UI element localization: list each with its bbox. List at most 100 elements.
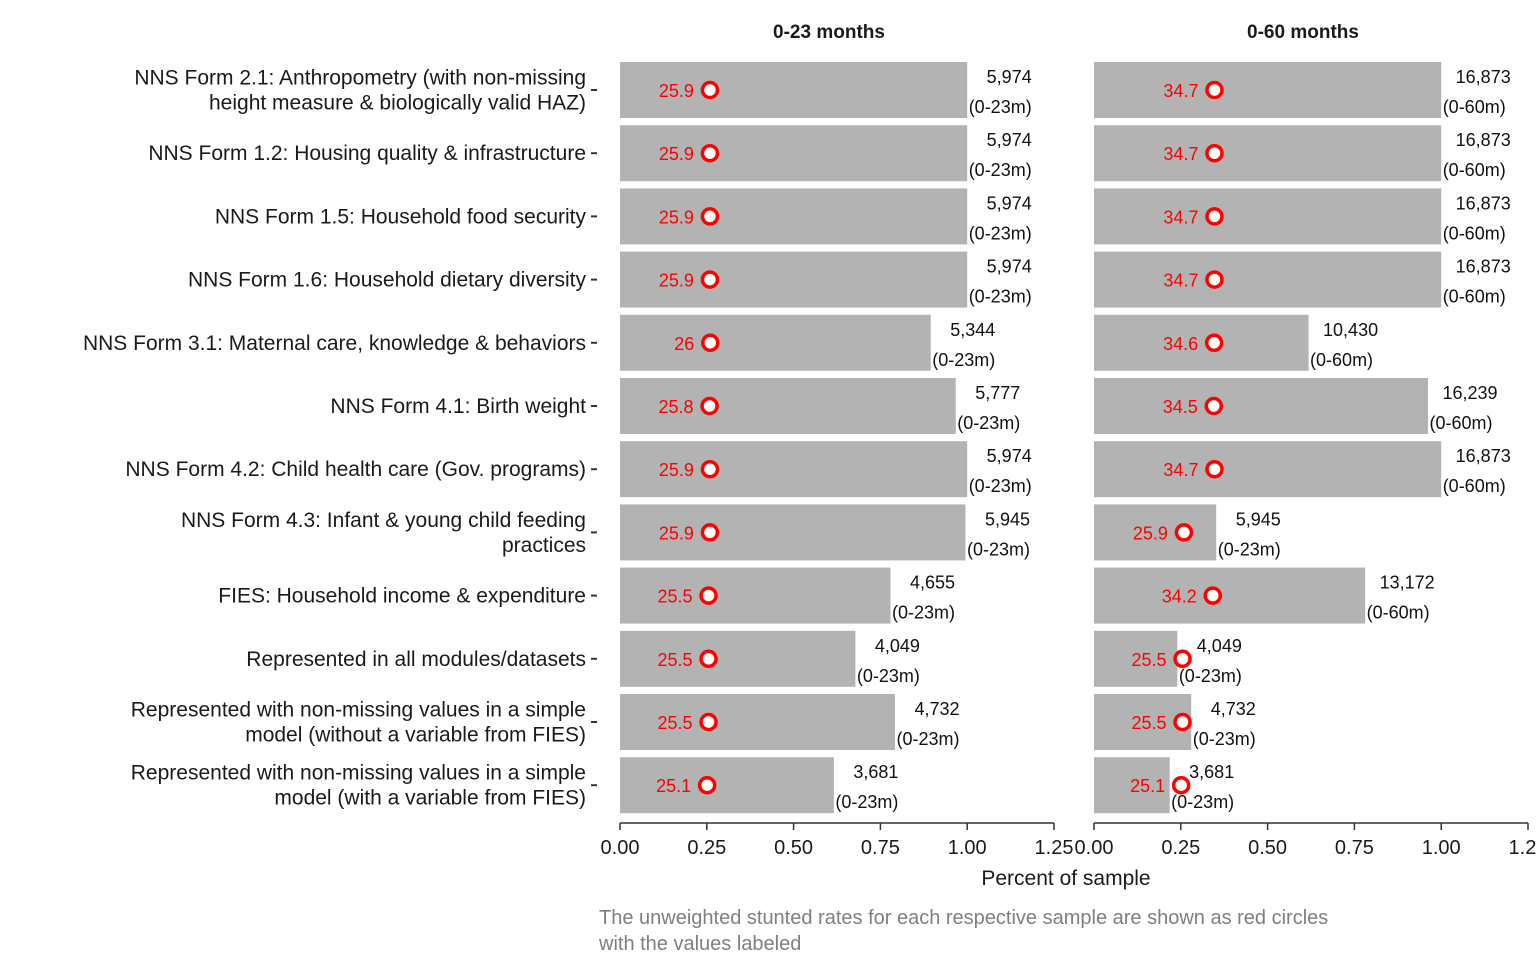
stunted-rate-marker — [700, 396, 719, 416]
bar — [1094, 62, 1442, 118]
stunted-rate-marker — [700, 207, 720, 226]
stunted-rate-marker — [700, 459, 720, 479]
stunted-rate-label: 25.9 — [659, 271, 694, 291]
facet-panel: 5,974 (0-23m) 25.9 5,974 (0-23m) 25.9 5,974 (0-… — [620, 62, 1032, 814]
count-label: 4,049 — [875, 636, 920, 656]
bar — [620, 630, 856, 687]
stunted-rate-label: 26 — [674, 334, 694, 354]
x-tick-label: 1.00 — [1422, 837, 1461, 859]
stunted-rate-label: 25.5 — [657, 650, 692, 670]
stunted-rate-marker — [700, 523, 720, 542]
stunted-rate-marker — [1205, 270, 1224, 289]
count-sublabel: (0-23m) — [969, 287, 1032, 307]
x-tick-label: 0.50 — [1248, 837, 1287, 859]
category-label: NNS Form 1.6: Household dietary diversit… — [188, 269, 586, 292]
count-sublabel: (0-23m) — [969, 97, 1032, 117]
count-label: 5,974 — [987, 67, 1032, 87]
stunted-rate-label: 25.9 — [659, 207, 694, 227]
count-sublabel: (0-23m) — [969, 160, 1032, 180]
count-label: 16,873 — [1456, 257, 1511, 277]
bar — [620, 188, 968, 245]
count-label: 5,945 — [985, 509, 1030, 529]
stunted-rate-marker — [1203, 586, 1222, 605]
count-label: 5,945 — [1236, 509, 1281, 529]
bar — [1094, 441, 1442, 498]
bar — [1094, 251, 1442, 308]
x-tick-label: 0.25 — [687, 837, 726, 859]
stunted-rate-label: 25.1 — [1130, 776, 1165, 796]
bar — [1094, 757, 1170, 814]
stunted-rate-marker — [700, 143, 720, 163]
category-labels: NNS Form 2.1: Anthropometry (with non-mi… — [83, 67, 597, 810]
count-sublabel: (0-60m) — [1443, 160, 1506, 180]
x-tick-label: 0.00 — [1075, 837, 1114, 859]
category-label: practices — [502, 534, 586, 557]
count-sublabel: (0-23m) — [835, 792, 898, 812]
caption-line: with the values labeled — [598, 933, 801, 955]
category-label: model (with a variable from FIES) — [274, 787, 586, 810]
facet-title: 0-60 months — [1247, 22, 1359, 43]
stunted-rate-label: 34.7 — [1163, 144, 1198, 164]
count-label: 16,873 — [1456, 193, 1511, 213]
category-label: NNS Form 1.2: Housing quality & infrastr… — [148, 142, 586, 165]
count-label: 5,974 — [987, 257, 1032, 277]
stunted-rate-marker — [699, 586, 718, 605]
category-label: NNS Form 4.1: Birth weight — [330, 395, 586, 418]
x-axes: 0.00 0.25 0.50 0.75 1.00 1.25 0.00 0.25 0.50 0.75… — [601, 822, 1536, 859]
stunted-rate-label: 25.9 — [659, 144, 694, 164]
count-sublabel: (0-60m) — [1443, 223, 1506, 243]
stunted-rate-label: 34.7 — [1163, 81, 1198, 101]
count-sublabel: (0-60m) — [1443, 476, 1506, 496]
stunted-rate-marker — [699, 649, 718, 669]
stunted-rate-marker — [701, 333, 720, 353]
category-label: NNS Form 4.3: Infant & young child feedi… — [181, 509, 586, 532]
x-axis-title: Percent of sample — [981, 867, 1150, 890]
caption: The unweighted stunted rates for each re… — [598, 907, 1328, 955]
stunted-rate-marker — [1205, 80, 1224, 100]
count-sublabel: (0-23m) — [892, 603, 955, 623]
category-label: height measure & biologically valid HAZ) — [209, 92, 586, 115]
x-tick-label: 0.00 — [601, 837, 640, 859]
count-label: 13,172 — [1380, 573, 1435, 593]
count-sublabel: (0-60m) — [1443, 97, 1506, 117]
category-label: Represented in all modules/datasets — [246, 648, 586, 671]
count-label: 10,430 — [1323, 320, 1378, 340]
count-label: 5,777 — [975, 383, 1020, 403]
count-label: 5,344 — [950, 320, 995, 340]
stunted-rate-marker — [1204, 396, 1224, 416]
count-label: 16,873 — [1456, 446, 1511, 466]
stunted-rate-marker — [700, 270, 720, 289]
count-label: 4,049 — [1197, 636, 1242, 656]
count-label: 4,655 — [910, 573, 955, 593]
facet-titles: 0-23 months 0-60 months — [773, 22, 1359, 43]
stunted-rate-label: 25.5 — [1131, 650, 1166, 670]
stunted-rate-marker — [1205, 143, 1224, 163]
bar — [620, 504, 966, 561]
bar — [1094, 567, 1366, 624]
count-label: 3,681 — [853, 762, 898, 782]
stunted-rate-marker — [1204, 333, 1224, 353]
x-tick-label: 0.75 — [1335, 837, 1374, 859]
stunted-rate-marker — [1173, 649, 1192, 669]
count-label: 5,974 — [987, 446, 1032, 466]
bar — [620, 125, 968, 182]
stunted-rate-marker — [1174, 523, 1194, 542]
x-tick-label: 0.25 — [1161, 837, 1200, 859]
bar — [620, 62, 968, 118]
stunted-rate-label: 34.2 — [1162, 587, 1197, 607]
count-label: 16,873 — [1456, 67, 1511, 87]
category-label: FIES: Household income & expenditure — [218, 585, 586, 608]
stunted-rate-label: 25.9 — [659, 81, 694, 101]
bar — [620, 567, 891, 624]
bar — [1094, 125, 1442, 182]
count-sublabel: (0-60m) — [1429, 413, 1492, 433]
stunted-rate-label: 34.5 — [1163, 397, 1198, 417]
count-sublabel: (0-23m) — [932, 350, 995, 370]
stunted-rate-label: 34.7 — [1163, 271, 1198, 291]
category-label: model (without a variable from FIES) — [245, 724, 586, 747]
facet-panels: 5,974 (0-23m) 25.9 5,974 (0-23m) 25.9 5,974 (0-… — [620, 62, 1511, 814]
x-tick-label: 1.00 — [948, 837, 987, 859]
caption-line: The unweighted stunted rates for each re… — [599, 907, 1328, 929]
bar — [1094, 188, 1442, 245]
stunted-rate-marker — [700, 80, 720, 100]
